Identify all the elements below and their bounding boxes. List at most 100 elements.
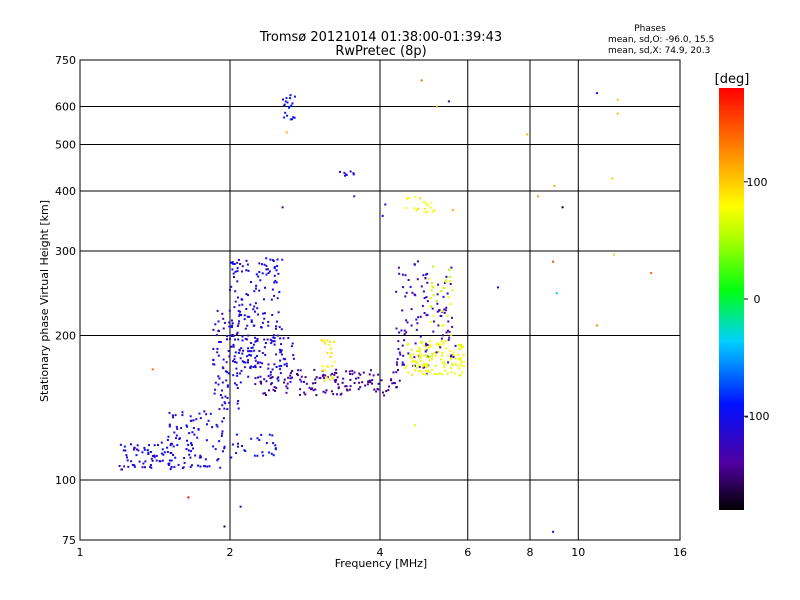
data-point (448, 330, 451, 333)
data-point (216, 309, 219, 312)
data-point (264, 342, 267, 344)
data-point (157, 444, 159, 446)
data-point (353, 195, 356, 198)
data-point (141, 466, 144, 469)
data-point (176, 427, 179, 430)
data-point (232, 335, 235, 337)
data-point (426, 272, 429, 275)
data-point (242, 349, 245, 352)
data-point (236, 331, 239, 334)
data-point (263, 263, 266, 266)
data-point (449, 283, 452, 285)
data-point (261, 263, 263, 266)
data-point (339, 393, 342, 396)
data-point (216, 459, 219, 462)
data-point (425, 296, 428, 299)
data-point (217, 354, 220, 357)
data-point (345, 370, 347, 373)
data-point (459, 356, 462, 359)
data-point (123, 465, 126, 468)
data-point (447, 338, 450, 341)
data-point (432, 265, 434, 268)
data-point (270, 382, 273, 385)
data-point (254, 364, 257, 367)
data-point (223, 525, 226, 528)
data-point (274, 444, 277, 447)
data-point (308, 386, 311, 389)
data-point (332, 393, 335, 396)
data-point (420, 370, 423, 373)
data-point (460, 364, 463, 367)
data-point (237, 442, 239, 445)
data-point (269, 371, 272, 374)
data-point (268, 270, 271, 273)
data-point (203, 465, 206, 467)
data-point (273, 343, 276, 346)
data-point (292, 354, 295, 357)
data-point (244, 361, 247, 364)
data-point (231, 443, 234, 446)
data-point (497, 286, 499, 289)
data-point (237, 400, 240, 402)
data-point (212, 347, 215, 350)
data-point (224, 370, 227, 373)
data-point (416, 278, 419, 281)
data-point (268, 451, 270, 454)
data-point (221, 389, 223, 392)
data-point (222, 358, 225, 361)
data-point (138, 460, 141, 463)
data-point (262, 454, 265, 457)
data-point (289, 380, 292, 383)
data-point (330, 352, 333, 355)
data-point (280, 343, 282, 346)
data-point (404, 366, 407, 369)
data-point (323, 369, 326, 372)
data-point (413, 356, 416, 359)
data-point (250, 281, 252, 283)
data-point (256, 437, 259, 440)
data-point (449, 280, 451, 283)
data-point (401, 309, 404, 312)
data-point (133, 465, 136, 468)
data-point (425, 342, 428, 345)
data-point (431, 285, 434, 288)
data-point (418, 348, 421, 351)
data-point (239, 505, 242, 508)
data-point (249, 367, 252, 370)
data-point (229, 325, 232, 328)
data-point (233, 355, 236, 358)
data-point (255, 355, 258, 357)
data-point (446, 315, 449, 318)
data-point (214, 388, 217, 391)
data-point (396, 358, 399, 361)
data-point (263, 346, 266, 349)
data-point (218, 408, 221, 411)
data-point (273, 337, 276, 339)
data-point (166, 450, 169, 453)
data-point (419, 315, 422, 318)
y-tick-label: 75 (62, 534, 76, 547)
data-point (453, 372, 456, 375)
data-point (420, 285, 423, 288)
data-point (266, 268, 269, 271)
data-point (149, 464, 152, 466)
data-point (370, 369, 372, 372)
data-point (230, 261, 233, 264)
data-point (167, 435, 170, 438)
data-point (245, 338, 248, 341)
data-point (151, 455, 154, 457)
data-point (250, 319, 253, 322)
data-point (299, 378, 302, 381)
x-tick-label: 2 (227, 546, 234, 559)
data-point (263, 298, 265, 301)
data-point (126, 459, 129, 462)
data-point (459, 359, 462, 362)
data-point (436, 373, 439, 376)
data-point (276, 320, 278, 323)
plot-frame (79, 59, 681, 541)
data-point (235, 452, 238, 454)
data-point (261, 362, 264, 365)
data-point (431, 286, 434, 289)
data-point (227, 350, 230, 352)
data-point (278, 365, 281, 368)
